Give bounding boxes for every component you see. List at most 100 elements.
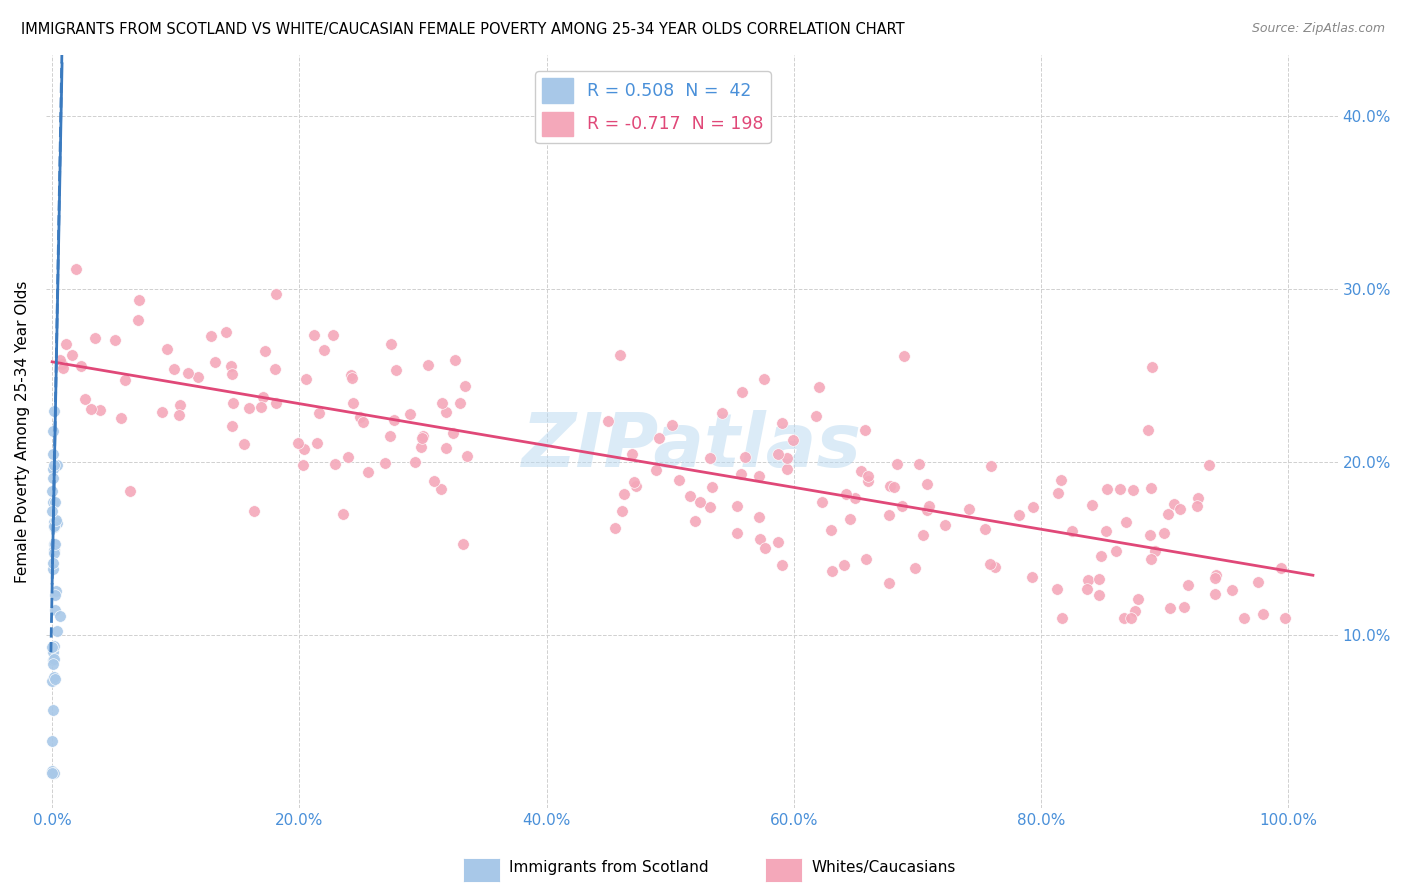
Point [849, 464, 872, 478]
Point [332, 507, 354, 521]
Point [855, 423, 877, 437]
Point [808, 380, 831, 394]
Point [1115, 515, 1137, 529]
Point [128, 293, 150, 308]
Point [243, 504, 266, 518]
Point [44, 588, 66, 602]
Point [110, 411, 132, 425]
Point [917, 477, 939, 491]
Point [1077, 573, 1099, 587]
Point [308, 406, 330, 420]
Point [1157, 507, 1180, 521]
Point [893, 350, 915, 364]
Point [980, 458, 1002, 473]
Point [661, 418, 683, 433]
Point [41, 703, 63, 717]
Point [42, 644, 65, 658]
Point [378, 429, 401, 443]
Point [768, 447, 790, 461]
Point [444, 353, 467, 368]
Point [1088, 588, 1111, 602]
Point [1046, 485, 1069, 500]
Point [918, 499, 941, 513]
Point [252, 390, 274, 404]
Point [46, 458, 69, 473]
Point [416, 358, 439, 372]
Point [1112, 610, 1135, 624]
Text: IMMIGRANTS FROM SCOTLAND VS WHITE/CAUCASIAN FEMALE POVERTY AMONG 25-34 YEAR OLDS: IMMIGRANTS FROM SCOTLAND VS WHITE/CAUCAS… [21, 22, 904, 37]
Point [879, 479, 901, 493]
Point [748, 509, 770, 524]
Point [620, 447, 643, 461]
Point [766, 534, 789, 549]
Point [811, 494, 834, 508]
Point [263, 362, 285, 376]
Point [292, 442, 315, 457]
Point [42, 537, 65, 551]
Point [1168, 502, 1191, 516]
Point [41, 640, 63, 654]
Point [204, 354, 226, 368]
Text: ZIPatlas: ZIPatlas [522, 410, 862, 483]
Point [163, 362, 186, 376]
Point [404, 455, 426, 469]
Point [623, 475, 645, 490]
Point [1046, 582, 1069, 597]
Point [754, 541, 776, 555]
Point [412, 428, 434, 442]
Point [44, 766, 66, 780]
Point [749, 533, 772, 547]
Point [624, 479, 647, 493]
Point [598, 414, 620, 428]
Point [385, 362, 408, 376]
Point [42, 670, 65, 684]
Point [52, 361, 75, 376]
Point [821, 564, 844, 578]
Point [177, 366, 200, 380]
Point [41, 734, 63, 748]
Point [221, 396, 243, 410]
Point [169, 398, 191, 412]
Point [648, 431, 671, 445]
Point [45, 512, 67, 526]
Point [41, 674, 63, 689]
Point [264, 287, 287, 301]
Point [1204, 587, 1226, 601]
Point [1109, 482, 1132, 496]
Point [449, 396, 471, 410]
Point [844, 491, 866, 505]
Point [1090, 549, 1112, 563]
Point [752, 371, 775, 385]
Point [118, 483, 141, 498]
Point [253, 343, 276, 358]
Point [219, 359, 242, 374]
Point [770, 558, 793, 573]
Point [1088, 572, 1111, 586]
Point [1233, 610, 1256, 624]
Point [357, 465, 380, 479]
Point [734, 450, 756, 465]
Point [610, 503, 633, 517]
Point [249, 400, 271, 414]
Point [127, 313, 149, 327]
Point [42, 561, 65, 575]
Point [42, 462, 65, 476]
Point [434, 441, 457, 455]
Point [48, 609, 70, 624]
Point [1173, 600, 1195, 615]
Point [399, 407, 422, 421]
Point [957, 502, 980, 516]
Point [65, 262, 87, 277]
Point [374, 456, 396, 470]
Point [41, 653, 63, 667]
Point [323, 457, 346, 471]
Point [42, 447, 65, 461]
Point [41, 766, 63, 780]
Point [42, 519, 65, 533]
Point [886, 457, 908, 471]
Point [42, 424, 65, 438]
Point [55, 337, 77, 351]
Point [1274, 610, 1296, 624]
Point [1220, 583, 1243, 598]
Point [679, 489, 702, 503]
